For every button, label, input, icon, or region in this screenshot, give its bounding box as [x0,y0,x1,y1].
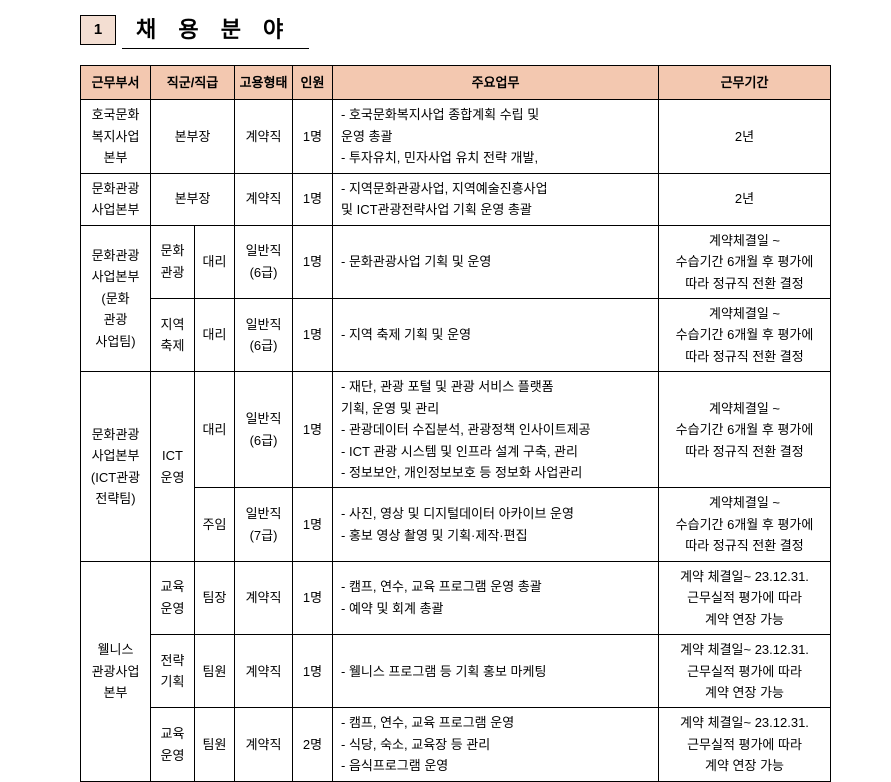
cell-period: 계약 체결일~ 23.12.31.근무실적 평가에 따라계약 연장 가능 [659,635,831,708]
section-header: 1 채 용 분 야 [80,10,831,49]
cell-pers: 1명 [293,173,333,225]
cell-g2: 팀원 [195,635,235,708]
cell-g1: 전략기획 [151,635,195,708]
cell-pers: 2명 [293,708,333,781]
cell-g1: 교육운영 [151,561,195,634]
th-dept: 근무부서 [81,66,151,100]
cell-period: 계약체결일 ~수습기간 6개월 후 평가에따라 정규직 전환 결정 [659,298,831,371]
cell-period: 2년 [659,100,831,173]
table-row: 문화관광사업본부(ICT관광전략팀) ICT운영 대리 일반직(6급) 1명 -… [81,372,831,488]
cell-duties: - 재단, 관광 포털 및 관광 서비스 플랫폼 기획, 운영 및 관리- 관광… [333,372,659,488]
table-row: 문화관광사업본부 본부장 계약직 1명 - 지역문화관광사업, 지역예술진흥사업… [81,173,831,225]
table-row: 지역축제 대리 일반직(6급) 1명 - 지역 축제 기획 및 운영 계약체결일… [81,298,831,371]
cell-g1: 지역축제 [151,298,195,371]
cell-period: 계약 체결일~ 23.12.31.근무실적 평가에 따라계약 연장 가능 [659,708,831,781]
cell-g2: 대리 [195,225,235,298]
cell-duties: - 캠프, 연수, 교육 프로그램 운영- 식당, 숙소, 교육장 등 관리- … [333,708,659,781]
table-row: 웰니스관광사업본부 교육운영 팀장 계약직 1명 - 캠프, 연수, 교육 프로… [81,561,831,634]
table-row: 호국문화복지사업본부 본부장 계약직 1명 - 호국문화복지사업 종합계획 수립… [81,100,831,173]
cell-group: 본부장 [151,100,235,173]
cell-g1: 문화관광 [151,225,195,298]
cell-period: 계약체결일 ~수습기간 6개월 후 평가에따라 정규직 전환 결정 [659,488,831,561]
cell-period: 계약체결일 ~수습기간 6개월 후 평가에따라 정규직 전환 결정 [659,372,831,488]
cell-g2: 주임 [195,488,235,561]
cell-pers: 1명 [293,635,333,708]
cell-group: 본부장 [151,173,235,225]
cell-period: 계약체결일 ~수습기간 6개월 후 평가에따라 정규직 전환 결정 [659,225,831,298]
cell-type: 일반직(6급) [235,298,293,371]
table-row: 교육운영 팀원 계약직 2명 - 캠프, 연수, 교육 프로그램 운영- 식당,… [81,708,831,781]
cell-g1: ICT운영 [151,372,195,562]
cell-g2: 대리 [195,372,235,488]
cell-duties: - 지역문화관광사업, 지역예술진흥사업 및 ICT관광전략사업 기획 운영 총… [333,173,659,225]
cell-duties: - 웰니스 프로그램 등 기획 홍보 마케팅 [333,635,659,708]
cell-dept: 호국문화복지사업본부 [81,100,151,173]
cell-dept: 문화관광사업본부 [81,173,151,225]
th-group: 직군/직급 [151,66,235,100]
cell-duties: - 캠프, 연수, 교육 프로그램 운영 총괄- 예약 및 회계 총괄 [333,561,659,634]
cell-period: 계약 체결일~ 23.12.31.근무실적 평가에 따라계약 연장 가능 [659,561,831,634]
th-type: 고용형태 [235,66,293,100]
cell-pers: 1명 [293,100,333,173]
cell-duties: - 사진, 영상 및 디지털데이터 아카이브 운영- 홍보 영상 촬영 및 기획… [333,488,659,561]
cell-pers: 1명 [293,298,333,371]
cell-g1: 교육운영 [151,708,195,781]
cell-type: 계약직 [235,635,293,708]
cell-g2: 대리 [195,298,235,371]
cell-type: 계약직 [235,561,293,634]
cell-type: 일반직(6급) [235,372,293,488]
cell-duties: - 문화관광사업 기획 및 운영 [333,225,659,298]
cell-pers: 1명 [293,488,333,561]
section-number: 1 [80,15,116,45]
th-duties: 주요업무 [333,66,659,100]
cell-dept: 문화관광사업본부(문화관광사업팀) [81,225,151,372]
cell-type: 일반직(6급) [235,225,293,298]
table-row: 전략기획 팀원 계약직 1명 - 웰니스 프로그램 등 기획 홍보 마케팅 계약… [81,635,831,708]
cell-dept: 문화관광사업본부(ICT관광전략팀) [81,372,151,562]
cell-period: 2년 [659,173,831,225]
cell-g2: 팀장 [195,561,235,634]
cell-type: 일반직(7급) [235,488,293,561]
cell-g2: 팀원 [195,708,235,781]
cell-duties: - 호국문화복지사업 종합계획 수립 및 운영 총괄- 투자유치, 민자사업 유… [333,100,659,173]
cell-pers: 1명 [293,561,333,634]
table-row: 문화관광사업본부(문화관광사업팀) 문화관광 대리 일반직(6급) 1명 - 문… [81,225,831,298]
recruit-table: 근무부서 직군/직급 고용형태 인원 주요업무 근무기간 호국문화복지사업본부 … [80,65,831,782]
cell-pers: 1명 [293,372,333,488]
cell-duties: - 지역 축제 기획 및 운영 [333,298,659,371]
th-period: 근무기간 [659,66,831,100]
section-title: 채 용 분 야 [122,10,309,49]
cell-type: 계약직 [235,708,293,781]
cell-type: 계약직 [235,173,293,225]
table-header-row: 근무부서 직군/직급 고용형태 인원 주요업무 근무기간 [81,66,831,100]
cell-pers: 1명 [293,225,333,298]
cell-type: 계약직 [235,100,293,173]
cell-dept: 웰니스관광사업본부 [81,561,151,781]
th-pers: 인원 [293,66,333,100]
